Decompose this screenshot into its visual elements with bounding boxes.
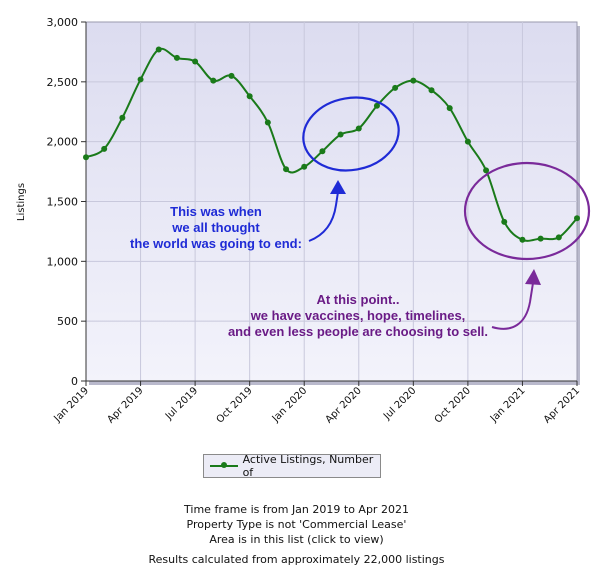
data-point [101, 145, 108, 152]
data-point [555, 234, 562, 241]
data-point [483, 167, 490, 174]
x-tick-label: Apr 2019 [105, 385, 145, 425]
y-tick-label: 1,500 [47, 196, 79, 209]
annotation-text-purple: At this point.. we have vaccines, hope, t… [228, 292, 488, 339]
footer-results-count: Results calculated from approximately 22… [148, 553, 445, 566]
data-point [446, 105, 453, 112]
footer-property-type: Property Type is not 'Commercial Lease' [186, 518, 407, 531]
x-tick-label: Oct 2019 [215, 385, 255, 425]
data-point [83, 154, 89, 161]
series-line [85, 47, 578, 242]
annotation-arrow-blue [308, 191, 339, 242]
data-point [119, 114, 126, 121]
y-tick-label: 0 [71, 375, 78, 388]
annotation-line: we have vaccines, hope, timelines, [250, 308, 466, 323]
annotation-line: and even less people are choosing to sel… [228, 324, 488, 339]
y-axis-title: Listings [16, 183, 27, 221]
data-point [228, 72, 235, 79]
x-tick-label: Jan 2019 [51, 385, 91, 425]
footer-area-link[interactable]: Area is in this list (click to view) [209, 533, 384, 546]
annotation-line: At this point.. [316, 292, 399, 307]
data-point [392, 84, 399, 91]
data-point [373, 102, 380, 109]
data-point [537, 235, 544, 242]
x-tick-label: Jul 2019 [163, 385, 200, 422]
y-tick-label: 1,000 [47, 255, 79, 268]
series-active-listings [83, 46, 580, 243]
x-axis: Jan 2019 Apr 2019 Jul 2019 Oct 2019 Jan 2020… [51, 380, 582, 426]
data-point [173, 54, 180, 61]
x-tick-label: Jul 2020 [381, 385, 418, 422]
x-tick-label: Apr 2021 [542, 385, 582, 425]
x-tick-label: Jan 2020 [270, 385, 310, 425]
data-point [319, 148, 326, 155]
legend[interactable]: Active Listings, Number of [203, 453, 381, 479]
x-tick-label: Apr 2020 [324, 385, 364, 425]
y-tick-label: 500 [57, 315, 78, 328]
annotation-arrowhead-purple [525, 269, 541, 285]
data-point [264, 119, 271, 126]
data-point [428, 87, 435, 94]
annotation-circle-blue [302, 96, 400, 172]
y-tick-label: 2,000 [47, 136, 79, 149]
legend-line-marker-icon [210, 461, 238, 471]
annotation-blue: This was when we all thought the world was… [130, 96, 400, 251]
data-point [246, 93, 253, 100]
annotation-line: we all thought [171, 220, 260, 235]
data-point [155, 46, 162, 53]
data-point [464, 138, 471, 145]
data-point [355, 125, 362, 132]
data-point [574, 215, 580, 222]
y-tick-label: 2,500 [47, 76, 79, 89]
data-point [410, 77, 417, 84]
annotation-line: This was when [170, 204, 262, 219]
legend-label: Active Listings, Number of [242, 453, 374, 479]
x-tick-label: Jan 2021 [488, 385, 528, 425]
y-axis: 0 500 1,000 1,500 2,000 2,500 3,000 [47, 16, 87, 388]
data-point [501, 218, 508, 225]
data-point [519, 236, 526, 243]
data-point [337, 131, 344, 138]
y-tick-label: 3,000 [47, 16, 79, 29]
annotation-purple: At this point.. we have vaccines, hope, t… [228, 161, 591, 339]
annotation-circle-purple [463, 161, 591, 261]
annotation-line: the world was going to end: [130, 236, 302, 251]
footer-timeframe: Time frame is from Jan 2019 to Apr 2021 [184, 503, 409, 516]
annotation-arrow-purple [491, 282, 534, 330]
data-point [283, 166, 290, 173]
annotation-text-blue: This was when we all thought the world was… [130, 204, 302, 251]
data-point [192, 58, 199, 65]
data-point [137, 76, 144, 83]
data-point [301, 163, 308, 170]
x-tick-label: Oct 2020 [433, 385, 473, 425]
annotation-arrowhead-blue [330, 180, 346, 194]
data-point [210, 77, 217, 84]
